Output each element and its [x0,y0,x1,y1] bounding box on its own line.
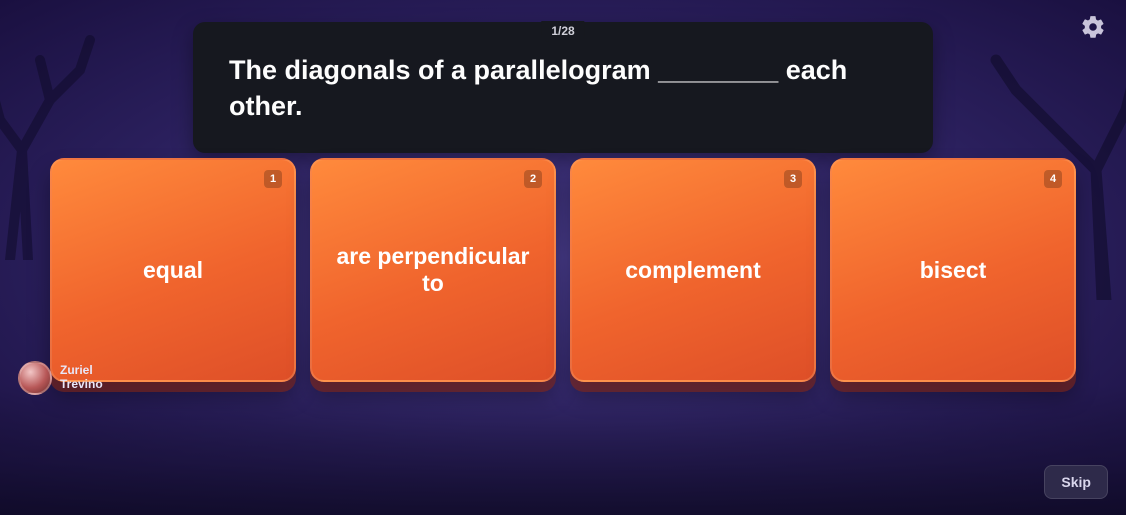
progress-indicator: 1/28 [541,21,584,42]
player-name: Zuriel Trevino [60,364,103,392]
answer-number: 2 [524,170,542,188]
answer-number: 4 [1044,170,1062,188]
answer-option-4[interactable]: 4 bisect [830,158,1076,382]
answer-option-1[interactable]: 1 equal [50,158,296,382]
player-name-line1: Zuriel [60,364,103,378]
answer-label: complement [625,257,760,284]
ground-gradient [0,385,1126,515]
answer-label: are perpendicular to [330,243,536,297]
avatar [18,361,52,395]
gear-icon [1080,14,1106,40]
skip-button[interactable]: Skip [1044,465,1108,499]
answers-row: 1 equal 2 are perpendicular to 3 complem… [50,158,1076,382]
answer-number: 3 [784,170,802,188]
player-name-line2: Trevino [60,378,103,392]
answer-label: bisect [920,257,986,284]
answer-option-3[interactable]: 3 complement [570,158,816,382]
answer-option-2[interactable]: 2 are perpendicular to [310,158,556,382]
settings-button[interactable] [1080,14,1106,40]
answer-number: 1 [264,170,282,188]
question-text: The diagonals of a parallelogram _______… [229,55,847,121]
answer-label: equal [143,257,203,284]
skip-label: Skip [1061,474,1091,490]
player-badge: Zuriel Trevino [18,361,103,395]
question-bar: 1/28 The diagonals of a parallelogram __… [193,22,933,153]
